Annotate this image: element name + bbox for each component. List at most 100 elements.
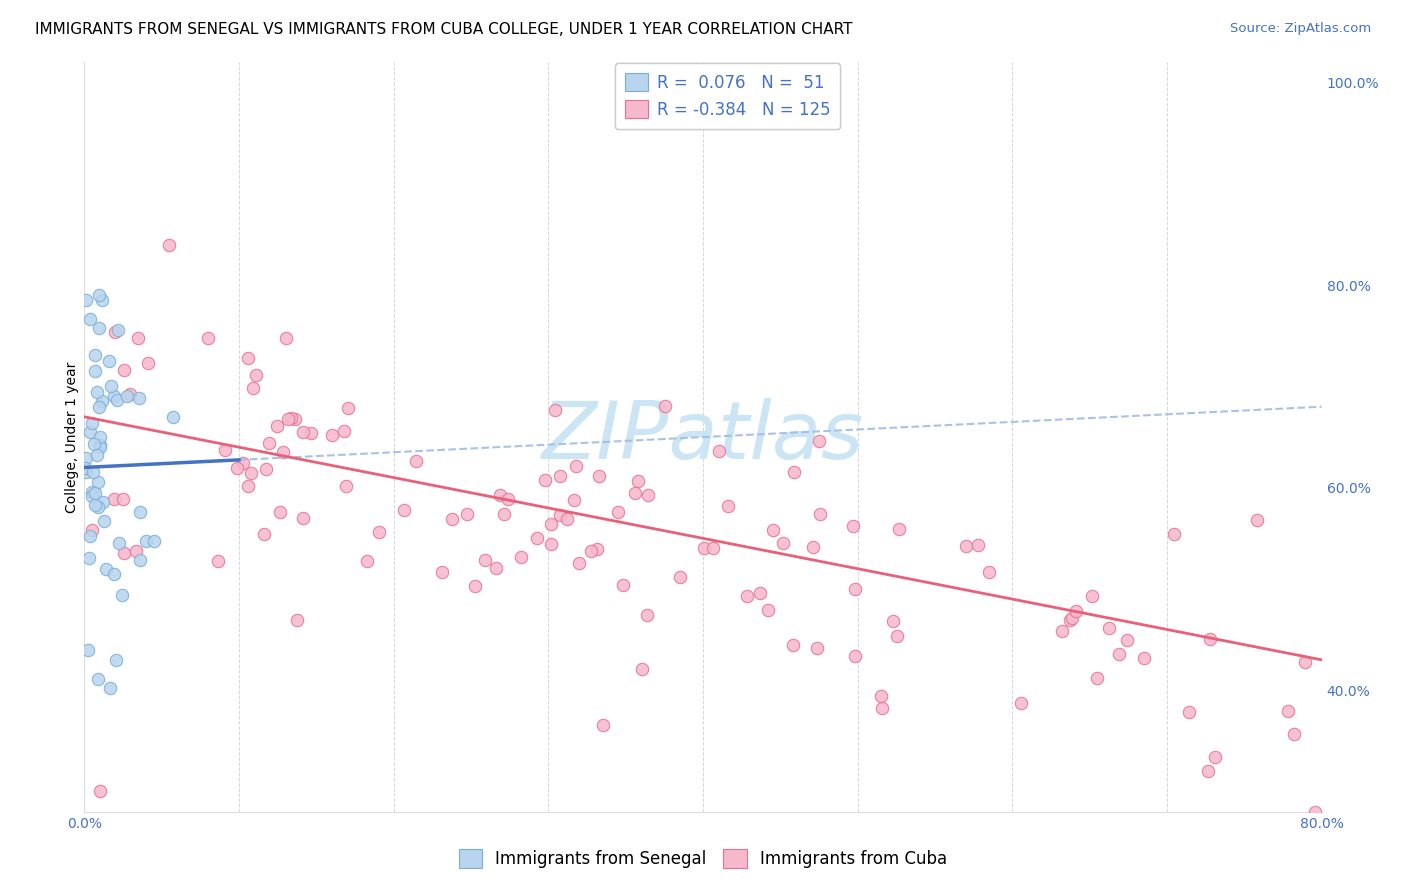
Point xyxy=(1081,589,1104,603)
Point xyxy=(509,549,531,564)
Point xyxy=(568,556,591,570)
Point xyxy=(456,507,478,521)
Text: Source: ZipAtlas.com: Source: ZipAtlas.com xyxy=(1230,22,1371,36)
Point xyxy=(716,500,738,514)
Point xyxy=(336,401,359,415)
Point xyxy=(579,544,602,558)
Point xyxy=(87,672,110,686)
Point xyxy=(565,458,588,473)
Point xyxy=(142,534,165,549)
Point xyxy=(291,425,314,439)
Point xyxy=(544,403,567,417)
Point xyxy=(87,475,110,489)
Point xyxy=(89,401,111,415)
Point xyxy=(1303,805,1326,819)
Point xyxy=(321,427,343,442)
Point xyxy=(367,524,389,539)
Point xyxy=(1132,650,1154,665)
Point xyxy=(129,553,152,567)
Point xyxy=(112,491,135,506)
Point xyxy=(284,412,307,426)
Point xyxy=(772,536,794,550)
Point xyxy=(548,469,571,483)
Point xyxy=(91,293,114,307)
Point xyxy=(870,700,893,714)
Legend: R =  0.076   N =  51, R = -0.384   N = 125: R = 0.076 N = 51, R = -0.384 N = 125 xyxy=(614,63,841,129)
Point xyxy=(83,436,105,450)
Point xyxy=(159,237,180,252)
Point xyxy=(586,542,609,557)
Point xyxy=(1108,648,1130,662)
Point xyxy=(1052,624,1074,639)
Point xyxy=(1085,672,1108,686)
Point xyxy=(474,552,496,566)
Point xyxy=(1060,611,1083,625)
Point xyxy=(485,561,508,575)
Point xyxy=(756,603,779,617)
Point xyxy=(75,293,97,307)
Point xyxy=(631,662,654,676)
Point xyxy=(335,478,357,492)
Point xyxy=(271,444,294,458)
Point xyxy=(762,523,785,537)
Point xyxy=(550,508,572,522)
Point xyxy=(245,368,267,383)
Point xyxy=(103,492,125,507)
Y-axis label: College, Under 1 year: College, Under 1 year xyxy=(65,361,79,513)
Point xyxy=(84,348,107,362)
Point xyxy=(955,539,977,553)
Point xyxy=(105,392,128,407)
Point xyxy=(90,393,112,408)
Point xyxy=(808,434,831,449)
Point xyxy=(108,536,131,550)
Point xyxy=(82,489,104,503)
Point xyxy=(87,287,110,301)
Point xyxy=(104,325,127,339)
Point xyxy=(77,551,100,566)
Point xyxy=(252,527,274,541)
Text: IMMIGRANTS FROM SENEGAL VS IMMIGRANTS FROM CUBA COLLEGE, UNDER 1 YEAR CORRELATIO: IMMIGRANTS FROM SENEGAL VS IMMIGRANTS FR… xyxy=(35,22,852,37)
Point xyxy=(86,384,108,399)
Point xyxy=(112,363,135,377)
Point xyxy=(82,465,104,479)
Point xyxy=(84,486,107,500)
Point xyxy=(98,681,121,695)
Point xyxy=(299,425,322,440)
Point xyxy=(1098,622,1121,636)
Point xyxy=(392,503,415,517)
Legend: Immigrants from Senegal, Immigrants from Cuba: Immigrants from Senegal, Immigrants from… xyxy=(453,843,953,875)
Point xyxy=(269,505,291,519)
Point xyxy=(405,454,427,468)
Point xyxy=(440,512,463,526)
Point xyxy=(844,582,866,597)
Point xyxy=(1198,632,1220,646)
Point xyxy=(257,436,280,450)
Point xyxy=(1246,513,1268,527)
Text: ZIPatlas: ZIPatlas xyxy=(541,398,865,476)
Point xyxy=(562,493,585,508)
Point xyxy=(654,399,676,413)
Point xyxy=(87,500,110,514)
Point xyxy=(80,416,103,430)
Point xyxy=(887,522,910,536)
Point xyxy=(1197,764,1219,778)
Point xyxy=(75,466,97,480)
Point xyxy=(844,648,866,663)
Point xyxy=(977,565,1000,579)
Point xyxy=(430,565,453,579)
Point xyxy=(801,540,824,554)
Point xyxy=(709,444,731,458)
Point xyxy=(627,475,650,489)
Point xyxy=(540,517,562,532)
Point xyxy=(75,450,97,465)
Point xyxy=(232,456,254,470)
Point xyxy=(94,562,117,576)
Point xyxy=(1277,704,1299,718)
Point xyxy=(607,504,630,518)
Point xyxy=(285,613,308,627)
Point xyxy=(238,351,260,366)
Point xyxy=(226,460,249,475)
Point xyxy=(207,554,229,568)
Point xyxy=(886,629,908,643)
Point xyxy=(808,507,831,521)
